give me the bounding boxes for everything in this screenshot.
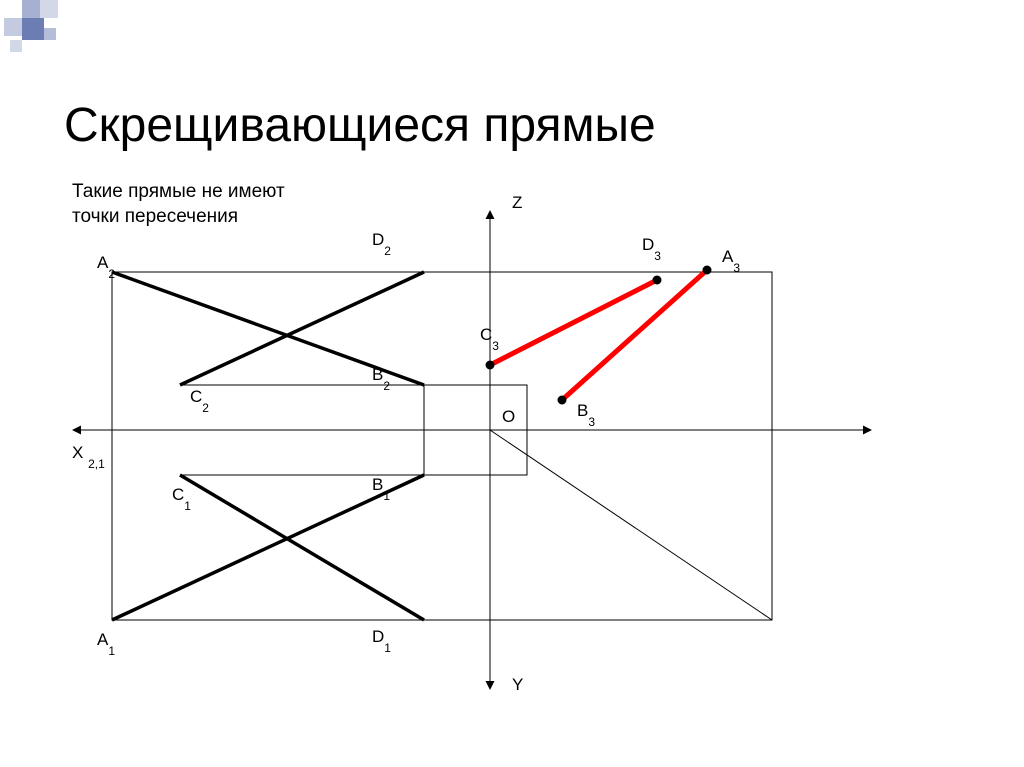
label-C1: C1	[172, 485, 191, 513]
projection-line-C2-D2	[180, 272, 424, 385]
label-D1: D1	[372, 627, 391, 655]
label-D2: D2	[372, 230, 391, 258]
projection-line-A1-B1	[112, 475, 424, 620]
point-D3	[653, 276, 662, 285]
skew-line-C3-D3	[490, 280, 657, 365]
label-A2: A2	[97, 253, 115, 281]
point-C3	[486, 361, 495, 370]
outer-box	[112, 272, 772, 620]
z-axis-arrow	[486, 210, 495, 219]
label-O: O	[502, 407, 515, 426]
label-X: X 2,1	[72, 443, 105, 471]
diagonal-right	[490, 430, 772, 620]
x-axis-arrow-right	[863, 426, 872, 435]
point-A3	[703, 266, 712, 275]
label-A3: A3	[722, 247, 740, 275]
point-B3	[558, 396, 567, 405]
label-Y: Y	[512, 675, 523, 694]
label-Z: Z	[512, 193, 522, 212]
x-axis-arrow-left	[72, 426, 81, 435]
label-B2: B2	[372, 365, 390, 393]
label-B3: B3	[577, 401, 595, 429]
slide-title: Скрещивающиеся прямые	[64, 98, 656, 153]
label-A1: A1	[97, 630, 115, 658]
label-C2: C2	[190, 387, 209, 415]
y-axis-arrow	[486, 681, 495, 690]
label-D3: D3	[642, 235, 661, 263]
projection-diagram: ZOYX 2,1A1A2A3B1B2B3C1C2C3D1D2D3	[72, 190, 892, 730]
